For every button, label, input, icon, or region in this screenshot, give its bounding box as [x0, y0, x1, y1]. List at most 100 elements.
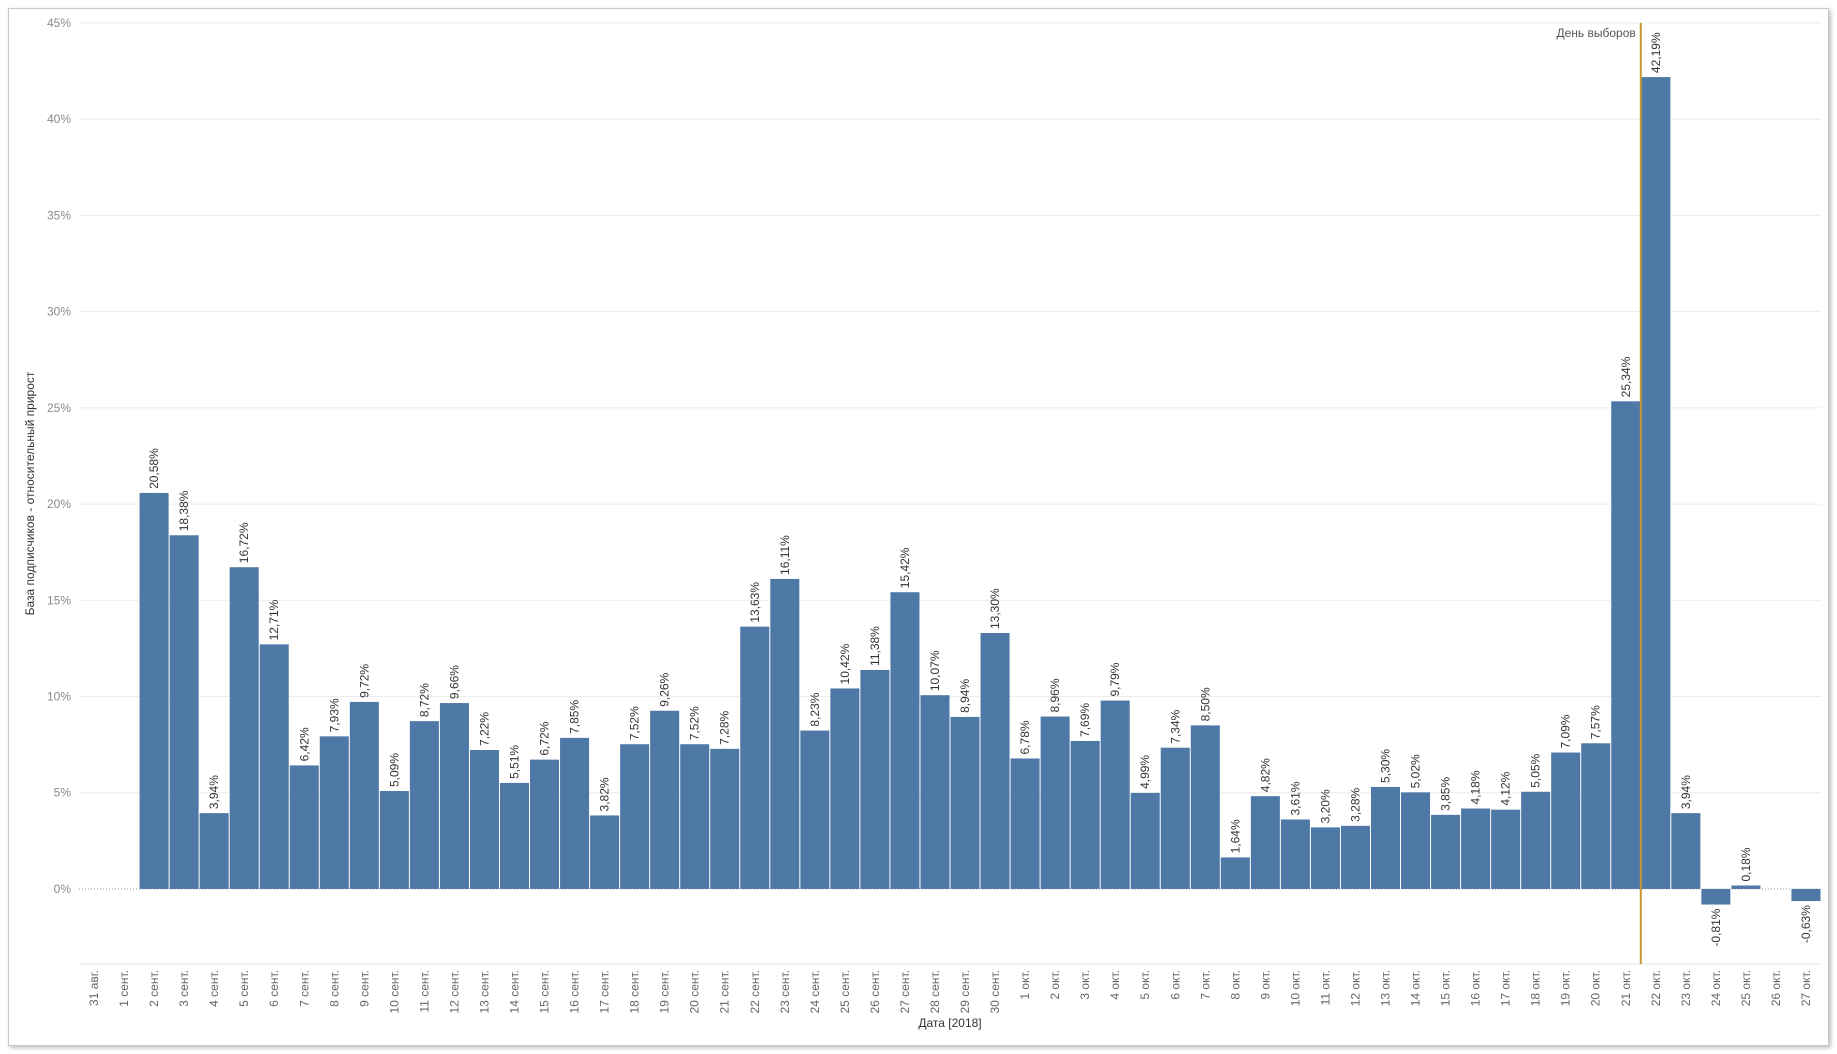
data-label: 7,85% [568, 700, 582, 734]
bar [560, 737, 590, 889]
data-label: 7,52% [628, 706, 642, 740]
data-label: 9,66% [447, 665, 461, 699]
x-tick-label: 19 сент. [658, 970, 672, 1013]
data-label: 9,79% [1108, 662, 1122, 696]
data-label: 7,57% [1589, 705, 1603, 739]
x-tick-label: 20 сент. [688, 970, 702, 1013]
x-tick-label: 9 сент. [357, 970, 371, 1007]
x-tick-label: 21 окт. [1619, 970, 1633, 1006]
data-label: -0,63% [1799, 905, 1813, 943]
bar [860, 669, 890, 889]
x-tick-label: 27 сент. [898, 970, 912, 1013]
x-tick-label: 29 сент. [958, 970, 972, 1013]
x-tick-label: 17 сент. [598, 970, 612, 1013]
bar [319, 736, 349, 889]
x-tick-label: 28 сент. [928, 970, 942, 1013]
bar [770, 578, 800, 889]
bar [1701, 888, 1731, 905]
x-tick-label: 26 окт. [1769, 970, 1783, 1006]
data-label: 5,30% [1379, 749, 1393, 783]
data-label: 5,51% [508, 745, 522, 779]
data-label: 4,82% [1258, 758, 1272, 792]
bar [1040, 716, 1070, 889]
x-tick-label: 26 сент. [868, 970, 882, 1013]
data-label: 3,82% [598, 777, 612, 811]
data-label: 10,42% [838, 643, 852, 684]
bar [680, 744, 710, 889]
x-tick-label: 19 окт. [1559, 970, 1573, 1006]
x-tick-label: 6 сент. [267, 970, 281, 1007]
x-tick-label: 14 сент. [508, 970, 522, 1013]
data-label: 10,07% [928, 650, 942, 691]
data-label: 12,71% [267, 599, 281, 640]
data-label: 4,99% [1138, 755, 1152, 789]
x-tick-label: 22 сент. [748, 970, 762, 1013]
x-tick-label: 7 сент. [297, 970, 311, 1007]
y-tick-label: 5% [54, 786, 72, 800]
bar [1731, 885, 1761, 889]
y-tick-label: 35% [47, 208, 71, 222]
x-tick-label: 22 окт. [1649, 970, 1663, 1006]
bar [1370, 786, 1401, 889]
bar [1310, 827, 1340, 889]
x-tick-label: 30 сент. [988, 970, 1002, 1013]
x-tick-label: 8 сент. [327, 970, 341, 1007]
y-tick-label: 0% [54, 882, 72, 896]
bar [169, 535, 199, 889]
bar [409, 721, 439, 889]
bar [890, 592, 920, 889]
bar [920, 695, 950, 889]
x-tick-label: 20 окт. [1589, 970, 1603, 1006]
data-label: 8,72% [417, 683, 431, 717]
bar [590, 815, 620, 889]
bar [950, 716, 980, 889]
data-label: 1,64% [1228, 819, 1242, 853]
x-tick-label: 13 окт. [1379, 970, 1393, 1006]
bar [1581, 743, 1611, 889]
data-label: 42,19% [1649, 32, 1663, 73]
data-label: 3,28% [1348, 787, 1362, 821]
bar [1070, 740, 1100, 889]
bar-chart: 0% 5% 10% 15% 20% 25% 30% 35% 40% 45% 20,58% 18,38… [23, 16, 1821, 1030]
bar [1280, 819, 1310, 889]
data-label: 8,50% [1198, 687, 1212, 721]
x-tick-label: 4 сент. [207, 970, 221, 1007]
x-tick-label: 16 сент. [568, 970, 582, 1013]
x-tick-label: 25 окт. [1739, 970, 1753, 1006]
x-tick-label: 3 окт. [1078, 970, 1092, 1000]
bar [229, 567, 259, 889]
data-label: 7,22% [477, 712, 491, 746]
x-tick-label: 31 авг. [87, 970, 101, 1006]
bar [1671, 813, 1701, 889]
data-label: 4,18% [1469, 770, 1483, 804]
bar [620, 744, 650, 889]
data-label: 7,34% [1168, 709, 1182, 743]
data-label: 7,52% [688, 706, 702, 740]
y-tick-label: 15% [47, 593, 71, 607]
bar [1521, 791, 1551, 889]
bar [830, 688, 860, 889]
data-labels: 20,58% 18,38% 3,94% 16,72% 12,71% 6,42% 7,93% 9… [147, 32, 1813, 947]
bar [439, 703, 469, 889]
x-axis-ticks: 31 авг. 1 сент. 2 сент. 3 сент. 4 сент. 5 сен… [87, 970, 1813, 1013]
data-label: 0,18% [1739, 847, 1753, 881]
bar [710, 748, 740, 889]
data-label: 5,02% [1409, 754, 1423, 788]
data-label: 8,96% [1048, 678, 1062, 712]
x-tick-label: 5 окт. [1138, 970, 1152, 1000]
data-label: 8,94% [958, 679, 972, 713]
bar [469, 750, 499, 889]
x-axis-title: Дата [2018] [918, 1016, 981, 1030]
x-tick-label: 24 окт. [1709, 970, 1723, 1006]
bar [530, 759, 560, 889]
data-label: 6,72% [538, 721, 552, 755]
y-tick-label: 20% [47, 497, 71, 511]
x-tick-label: 2 сент. [147, 970, 161, 1007]
data-label: 15,42% [898, 547, 912, 588]
y-axis: 0% 5% 10% 15% 20% 25% 30% 35% 40% 45% [47, 16, 71, 896]
x-tick-label: 14 окт. [1409, 970, 1423, 1006]
bar [650, 710, 680, 889]
x-tick-label: 7 окт. [1198, 970, 1212, 1000]
x-tick-label: 1 сент. [117, 970, 131, 1007]
data-label: 11,38% [868, 626, 882, 666]
